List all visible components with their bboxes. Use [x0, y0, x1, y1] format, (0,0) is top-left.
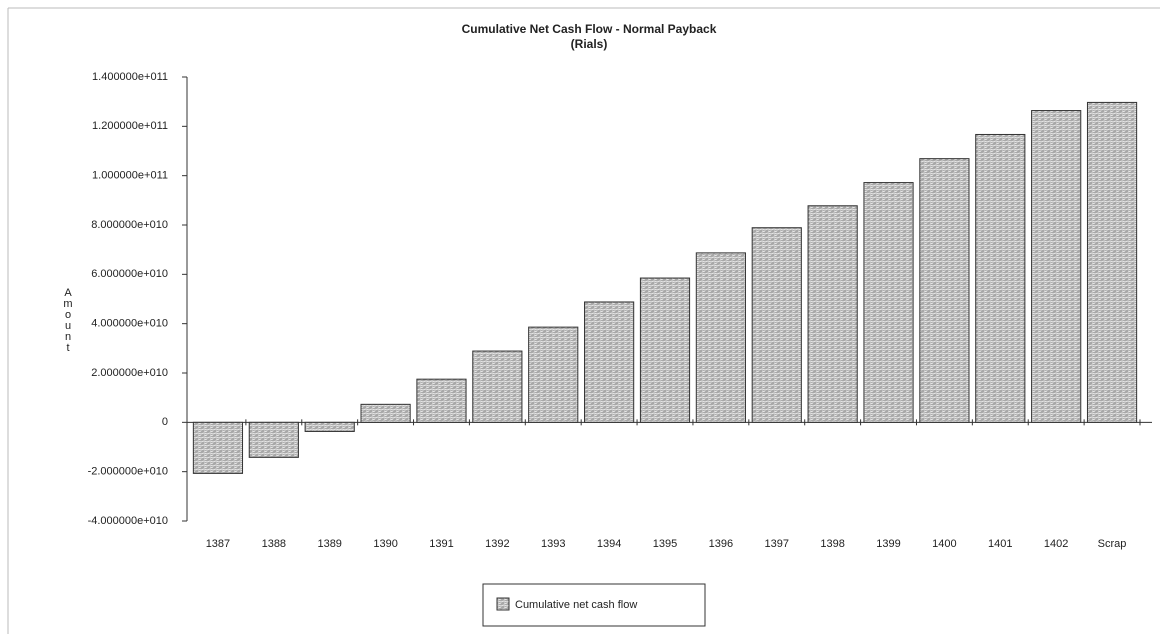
x-tick-label: 1389 — [317, 538, 341, 550]
x-tick-label: 1397 — [765, 538, 789, 550]
bar — [1031, 110, 1082, 423]
y-tick-label: 0 — [162, 416, 168, 428]
y-tick-label: -2.000000e+010 — [88, 466, 168, 478]
legend-box — [482, 583, 706, 627]
bar — [807, 205, 858, 423]
bar — [1086, 101, 1138, 423]
x-tick-label: 1393 — [541, 538, 565, 550]
x-tick-label: 1390 — [373, 538, 397, 550]
y-tick-label: 2.000000e+010 — [91, 367, 168, 379]
legend-swatch — [496, 597, 510, 611]
y-tick-label: -4.000000e+010 — [88, 515, 168, 527]
legend-label: Cumulative net cash flow — [515, 599, 637, 611]
y-tick-label: 1.000000e+011 — [92, 170, 168, 182]
y-tick-label: 4.000000e+010 — [91, 318, 168, 330]
x-tick-label: 1387 — [206, 538, 230, 550]
x-tick-label: 1388 — [262, 538, 286, 550]
bar — [472, 350, 523, 423]
bar — [528, 326, 579, 423]
bar — [695, 252, 746, 423]
bar — [863, 182, 914, 423]
bar — [360, 403, 411, 423]
y-tick-label: 1.200000e+011 — [92, 120, 168, 132]
y-axis-label: Amount — [62, 287, 74, 353]
bar — [975, 133, 1026, 423]
x-tick-label: 1399 — [876, 538, 900, 550]
chart-title: Cumulative Net Cash Flow - Normal Paybac… — [462, 22, 717, 36]
bar — [751, 227, 802, 423]
x-tick-label: 1394 — [597, 538, 621, 550]
x-tick-label: 1400 — [932, 538, 956, 550]
bar — [248, 421, 299, 458]
bar — [919, 158, 970, 423]
x-tick-label: 1402 — [1044, 538, 1068, 550]
bar — [304, 421, 355, 432]
x-tick-label: Scrap — [1098, 538, 1127, 550]
bar — [584, 301, 635, 423]
y-tick-label: 1.400000e+011 — [92, 71, 168, 83]
x-tick-label: 1396 — [709, 538, 733, 550]
bar — [639, 277, 691, 423]
x-tick-label: 1391 — [429, 538, 453, 550]
y-tick-label: 8.000000e+010 — [91, 219, 168, 231]
y-tick-label: 6.000000e+010 — [91, 268, 168, 280]
x-tick-label: 1392 — [485, 538, 509, 550]
x-tick-label: 1398 — [820, 538, 844, 550]
x-tick-label: 1395 — [653, 538, 677, 550]
bar — [416, 378, 467, 423]
chart-subtitle: (Rials) — [571, 37, 608, 51]
bar — [192, 421, 244, 474]
x-tick-label: 1401 — [988, 538, 1012, 550]
